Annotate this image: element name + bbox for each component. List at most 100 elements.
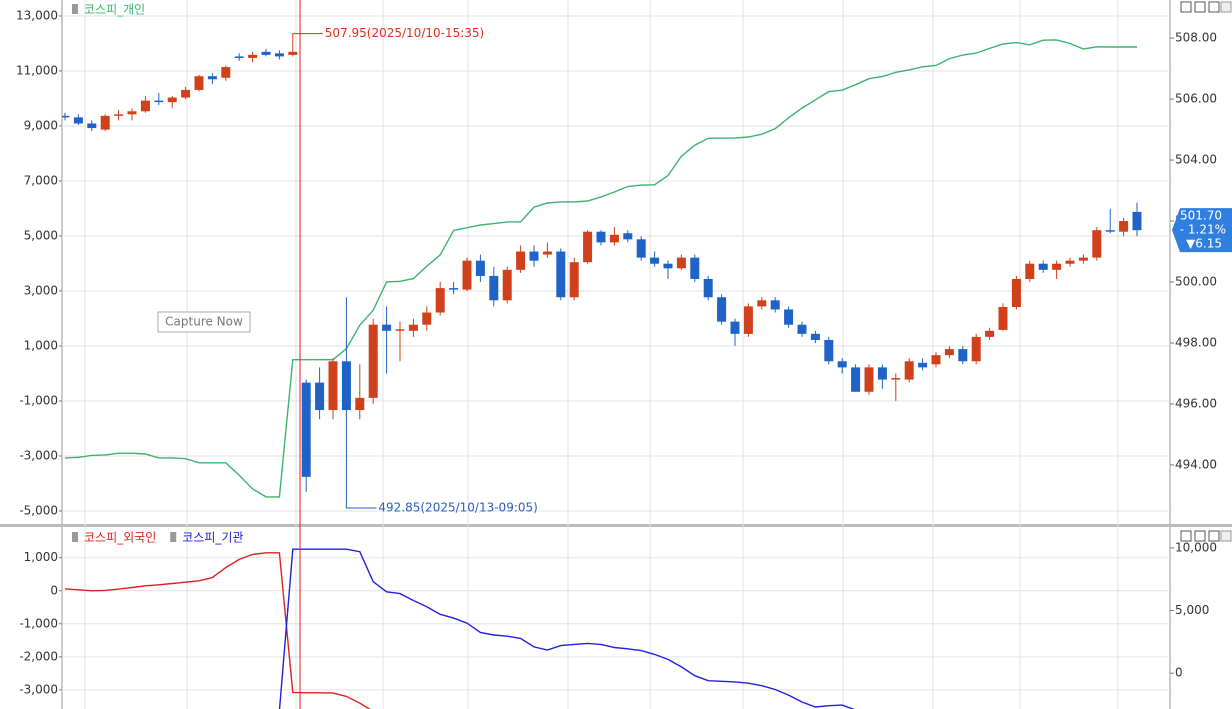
candle-body xyxy=(154,100,164,103)
flow-panel xyxy=(64,548,855,709)
candle-body xyxy=(422,312,432,325)
y2-tick-label: 504.00 xyxy=(1175,153,1217,167)
candle-body xyxy=(529,251,539,261)
tooltip[interactable]: Capture Now xyxy=(165,315,243,329)
candle-body xyxy=(810,333,820,340)
y-tick-label: 1,000 xyxy=(24,550,58,564)
candle-body xyxy=(877,367,887,380)
candle-body xyxy=(542,251,552,255)
y2-tick-label: 498.00 xyxy=(1175,335,1217,349)
candle-body xyxy=(918,362,928,368)
y-tick-label: 5,000 xyxy=(24,228,58,242)
candle-body xyxy=(730,321,740,334)
candle-body xyxy=(274,53,284,57)
y-tick-label: -3,000 xyxy=(19,682,58,696)
candle-body xyxy=(114,114,124,116)
candle-body xyxy=(1105,230,1115,232)
candle-body xyxy=(569,262,579,298)
last-price: 501.70 xyxy=(1180,209,1222,223)
last-change: ▼6.15 xyxy=(1186,237,1222,251)
candle-body xyxy=(770,300,780,310)
legend-swatch xyxy=(72,532,78,542)
candle-body xyxy=(100,115,110,130)
candle-body xyxy=(341,361,351,411)
series-line xyxy=(278,548,855,709)
candle-body xyxy=(355,397,365,411)
candle-body xyxy=(1119,221,1129,232)
candle-body xyxy=(904,361,914,380)
y-tick-label: 13,000 xyxy=(16,8,58,22)
candle-body xyxy=(1092,230,1102,258)
candle-body xyxy=(207,76,217,80)
legend-label: 코스피_기관 xyxy=(182,531,243,545)
y-tick-label: -5,000 xyxy=(19,503,58,517)
candle-body xyxy=(1065,260,1075,264)
candle-body xyxy=(489,275,499,301)
candle-body xyxy=(62,115,70,118)
candle-body xyxy=(998,307,1008,330)
legend-label: 코스피_개인 xyxy=(84,3,145,17)
candle-body xyxy=(140,100,150,112)
legend-swatch xyxy=(170,532,177,542)
candle-body xyxy=(676,257,686,269)
candle-body xyxy=(556,251,566,298)
y-tick-label: -3,000 xyxy=(19,448,58,462)
candle-body xyxy=(1132,211,1142,231)
candle-body xyxy=(167,97,177,103)
tooltip-box[interactable] xyxy=(157,311,251,333)
y-tick-label: 9,000 xyxy=(24,118,58,132)
candle-body xyxy=(221,67,231,78)
button[interactable] xyxy=(1180,1,1192,13)
button[interactable] xyxy=(1208,1,1220,13)
button[interactable] xyxy=(1194,530,1206,542)
candle-body xyxy=(958,349,968,362)
candle-body xyxy=(1052,263,1062,270)
panel-buttons[interactable] xyxy=(1180,1,1232,542)
candle-body xyxy=(596,231,606,243)
price-panel xyxy=(62,39,1142,500)
candle-body xyxy=(288,51,298,55)
annotation: 492.85(2025/10/13-09:05) xyxy=(378,501,537,515)
candle-body xyxy=(382,324,392,331)
candle-body xyxy=(73,117,83,124)
button[interactable] xyxy=(1220,1,1232,13)
candle-body xyxy=(891,378,901,380)
candle-body xyxy=(757,300,767,307)
candle-body xyxy=(851,367,861,392)
y2-tick-label: 5,000 xyxy=(1175,603,1209,617)
button[interactable] xyxy=(1208,530,1220,542)
candle-body xyxy=(623,233,633,240)
candle-body xyxy=(971,336,981,362)
button[interactable] xyxy=(1220,530,1232,542)
candle-body xyxy=(516,251,526,270)
y2-tick-label: 10,000 xyxy=(1175,540,1217,554)
axes: -5,000 -3,000 -1,000 1,000 3,000 5,000 7,000 9,… xyxy=(16,3,1232,696)
grid xyxy=(62,0,1170,709)
panel-separator xyxy=(0,524,1232,527)
candle-body xyxy=(663,263,673,269)
candle-body xyxy=(583,231,593,263)
y2-tick-label: 0 xyxy=(1175,666,1183,680)
y2-tick-label: 506.00 xyxy=(1175,92,1217,106)
candle-body xyxy=(797,324,807,334)
candle-body xyxy=(234,56,244,58)
last-price-box xyxy=(1172,208,1232,253)
candle-body xyxy=(328,361,338,411)
button[interactable] xyxy=(1180,530,1192,542)
y-tick-label: -2,000 xyxy=(19,649,58,663)
candle-body xyxy=(944,349,954,356)
candle-body xyxy=(315,382,325,411)
y-tick-label: 11,000 xyxy=(16,63,58,77)
legend-swatch xyxy=(72,4,78,14)
candle-body xyxy=(784,309,794,325)
candle-body xyxy=(301,382,311,477)
candle-body xyxy=(824,339,834,362)
candle-body xyxy=(1078,257,1088,261)
last-change-pct: - 1.21% xyxy=(1180,223,1226,237)
button[interactable] xyxy=(1194,1,1206,13)
candle-body xyxy=(864,367,874,392)
candle-body xyxy=(703,278,713,298)
candle-body xyxy=(1011,278,1021,308)
